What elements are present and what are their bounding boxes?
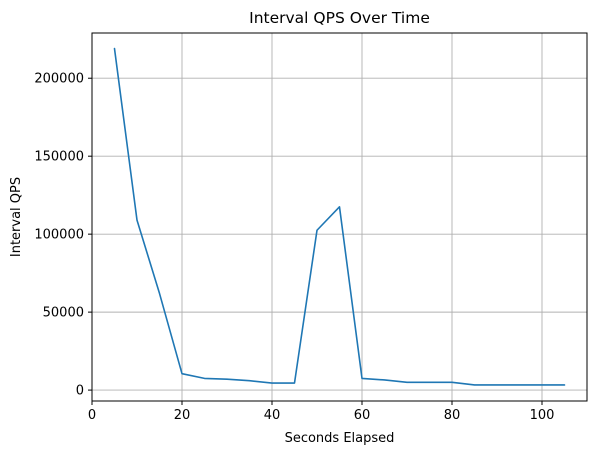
chart-title: Interval QPS Over Time — [249, 9, 430, 27]
y-axis-label: Interval QPS — [9, 177, 24, 257]
y-tick-label: 0 — [76, 384, 84, 399]
x-tick-label: 40 — [264, 408, 281, 423]
x-tick-label: 80 — [444, 408, 461, 423]
x-tick-label: 20 — [174, 408, 191, 423]
x-tick-label: 0 — [88, 408, 96, 423]
x-tick-label: 60 — [354, 408, 371, 423]
grid-lines — [91, 33, 587, 401]
y-tick-label: 50000 — [43, 306, 84, 321]
series-line — [113, 47, 566, 386]
plot-frame — [91, 32, 588, 402]
y-tick-label: 200000 — [34, 72, 84, 87]
x-tick-label: 100 — [530, 408, 555, 423]
y-tick-label: 150000 — [34, 150, 84, 165]
axis-ticks: 0 20 40 60 80 100 0 50000 100000 150000 200000 — [34, 72, 554, 423]
y-tick-label: 100000 — [34, 228, 84, 243]
x-axis-label: Seconds Elapsed — [285, 431, 395, 446]
